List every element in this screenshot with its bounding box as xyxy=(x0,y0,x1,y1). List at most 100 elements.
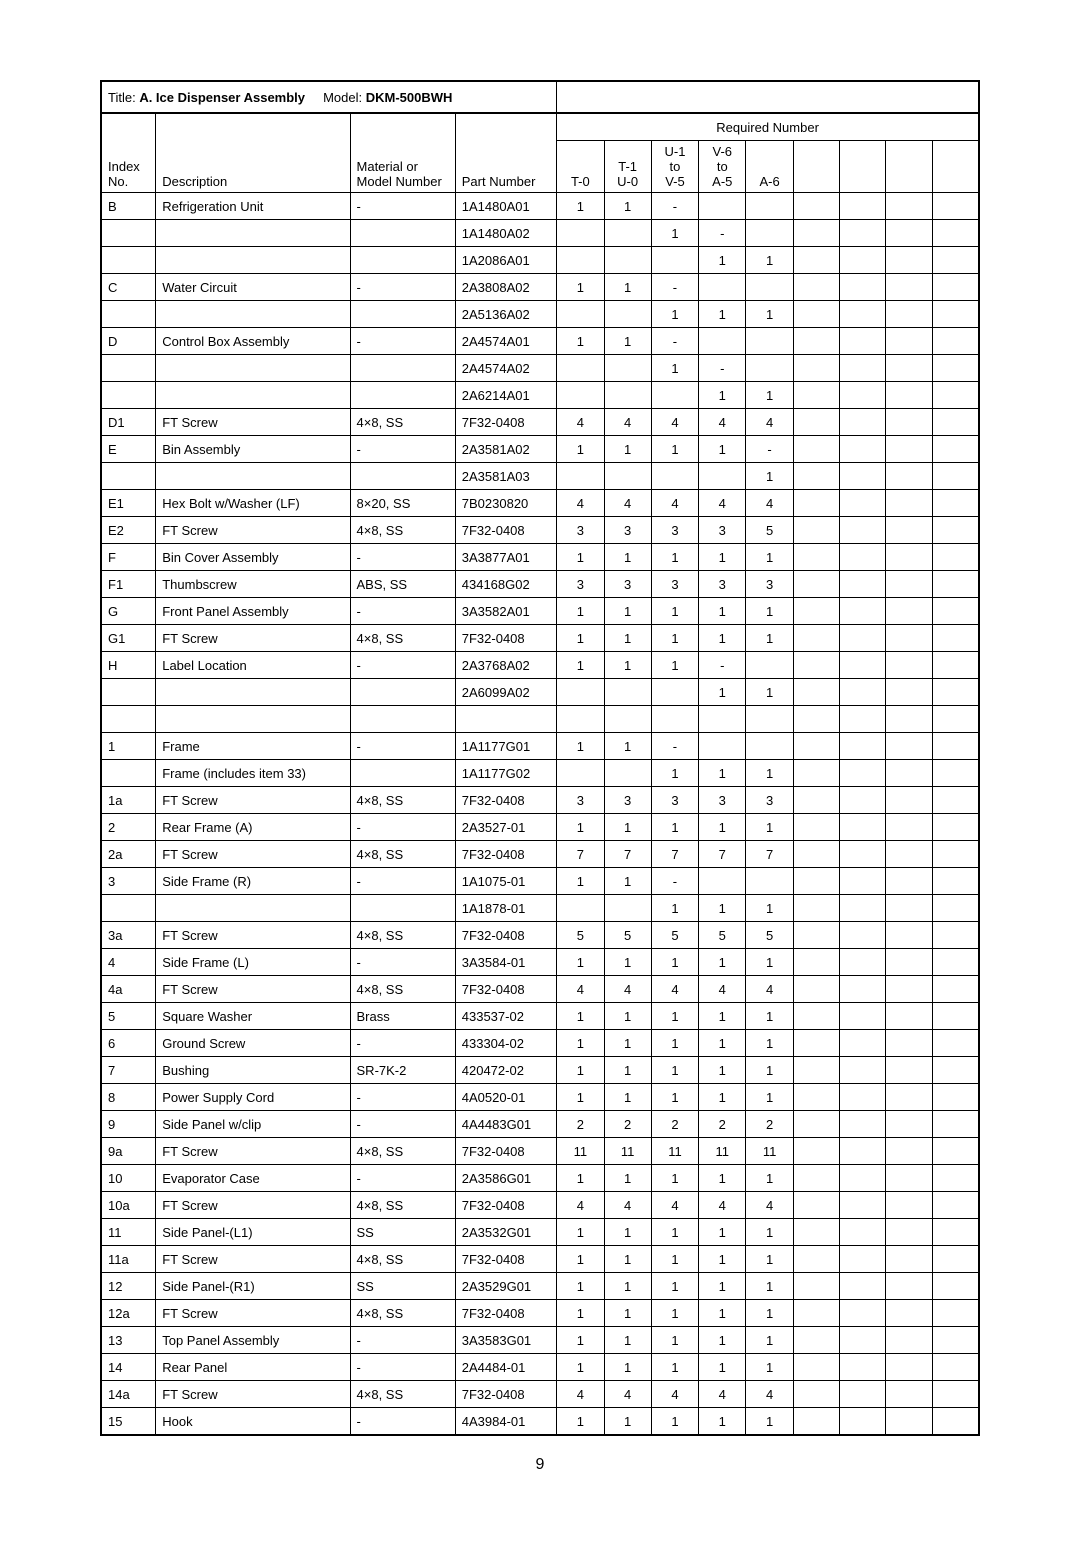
cell-material: - xyxy=(350,193,455,220)
cell-part-number: 2A3581A03 xyxy=(455,463,556,490)
cell-index xyxy=(101,355,156,382)
cell-required: 1 xyxy=(746,1219,793,1246)
cell-required xyxy=(793,1084,839,1111)
cell-required xyxy=(932,1273,979,1300)
table-row: 9aFT Screw4×8, SS7F32-04081111111111 xyxy=(101,1138,979,1165)
cell-required: 4 xyxy=(699,1381,746,1408)
cell-required: 1 xyxy=(651,1030,698,1057)
cell-required xyxy=(651,463,698,490)
table-row: EBin Assembly-2A3581A021111- xyxy=(101,436,979,463)
cell-required xyxy=(886,814,932,841)
cell-part-number: 4A3984-01 xyxy=(455,1408,556,1436)
cell-required xyxy=(840,895,886,922)
cell-required: 1 xyxy=(604,1300,651,1327)
cell-required: 7 xyxy=(746,841,793,868)
cell-part-number: 2A3768A02 xyxy=(455,652,556,679)
cell-required: 3 xyxy=(651,571,698,598)
cell-required xyxy=(886,382,932,409)
cell-part-number: 2A4574A01 xyxy=(455,328,556,355)
cell-required xyxy=(932,490,979,517)
cell-required xyxy=(840,1381,886,1408)
cell-required: 1 xyxy=(557,274,604,301)
cell-required xyxy=(886,1300,932,1327)
cell-required xyxy=(932,760,979,787)
cell-part-number: 1A2086A01 xyxy=(455,247,556,274)
cell-index: 13 xyxy=(101,1327,156,1354)
cell-required: 1 xyxy=(651,1003,698,1030)
col-blank-2 xyxy=(840,141,886,193)
cell-required: 1 xyxy=(557,328,604,355)
cell-part-number: 7F32-0408 xyxy=(455,922,556,949)
cell-required xyxy=(793,463,839,490)
cell-index: 9a xyxy=(101,1138,156,1165)
cell-required: 5 xyxy=(746,922,793,949)
cell-required: 1 xyxy=(557,814,604,841)
cell-required xyxy=(886,652,932,679)
cell-description: FT Screw xyxy=(156,841,350,868)
cell-required: 1 xyxy=(699,814,746,841)
table-row: 2A3581A031 xyxy=(101,463,979,490)
cell-required: 1 xyxy=(604,1273,651,1300)
cell-required: 4 xyxy=(699,976,746,1003)
cell-material: 4×8, SS xyxy=(350,787,455,814)
cell-required xyxy=(886,760,932,787)
cell-required: 1 xyxy=(699,949,746,976)
rows-top: BRefrigeration Unit-1A1480A0111-1A1480A0… xyxy=(101,193,979,706)
cell-required: 1 xyxy=(651,355,698,382)
cell-required xyxy=(886,1246,932,1273)
col-material: Material or Model Number xyxy=(350,113,455,193)
cell-required: 1 xyxy=(746,760,793,787)
cell-part-number: 2A3532G01 xyxy=(455,1219,556,1246)
cell-part-number: 1A1480A01 xyxy=(455,193,556,220)
cell-description xyxy=(156,355,350,382)
cell-required xyxy=(793,1381,839,1408)
cell-part-number: 2A6099A02 xyxy=(455,679,556,706)
cell-required: 1 xyxy=(651,949,698,976)
cell-required xyxy=(840,652,886,679)
cell-required: 1 xyxy=(557,1327,604,1354)
cell-required: 1 xyxy=(604,868,651,895)
cell-required xyxy=(651,382,698,409)
cell-material: - xyxy=(350,814,455,841)
cell-required xyxy=(840,1003,886,1030)
cell-required: - xyxy=(651,733,698,760)
cell-required: 1 xyxy=(651,436,698,463)
cell-required xyxy=(886,328,932,355)
cell-required xyxy=(886,1408,932,1436)
cell-required: 1 xyxy=(557,193,604,220)
cell-part-number: 1A1075-01 xyxy=(455,868,556,895)
cell-required: 1 xyxy=(746,247,793,274)
cell-description: FT Screw xyxy=(156,1246,350,1273)
col-u1-v5: U-1 to V-5 xyxy=(651,141,698,193)
cell-required xyxy=(932,949,979,976)
cell-required xyxy=(793,193,839,220)
cell-required xyxy=(932,976,979,1003)
cell-required xyxy=(840,976,886,1003)
cell-required: 1 xyxy=(699,1354,746,1381)
cell-required xyxy=(932,841,979,868)
cell-required xyxy=(932,220,979,247)
cell-required: 1 xyxy=(557,1003,604,1030)
cell-required: 2 xyxy=(651,1111,698,1138)
cell-required: 1 xyxy=(604,1057,651,1084)
cell-required: 1 xyxy=(651,1354,698,1381)
cell-required xyxy=(932,544,979,571)
cell-description: Side Panel-(L1) xyxy=(156,1219,350,1246)
cell-required: 1 xyxy=(557,544,604,571)
cell-required xyxy=(793,301,839,328)
cell-required: 4 xyxy=(699,490,746,517)
cell-required xyxy=(886,1003,932,1030)
cell-material: 8×20, SS xyxy=(350,490,455,517)
cell-index: 12 xyxy=(101,1273,156,1300)
cell-required xyxy=(886,220,932,247)
cell-material xyxy=(350,247,455,274)
cell-index: F1 xyxy=(101,571,156,598)
cell-required: - xyxy=(651,274,698,301)
cell-required xyxy=(793,409,839,436)
cell-required xyxy=(886,868,932,895)
cell-required: 1 xyxy=(699,598,746,625)
cell-required xyxy=(932,895,979,922)
cell-description: Water Circuit xyxy=(156,274,350,301)
cell-part-number: 7F32-0408 xyxy=(455,409,556,436)
cell-description: FT Screw xyxy=(156,1192,350,1219)
